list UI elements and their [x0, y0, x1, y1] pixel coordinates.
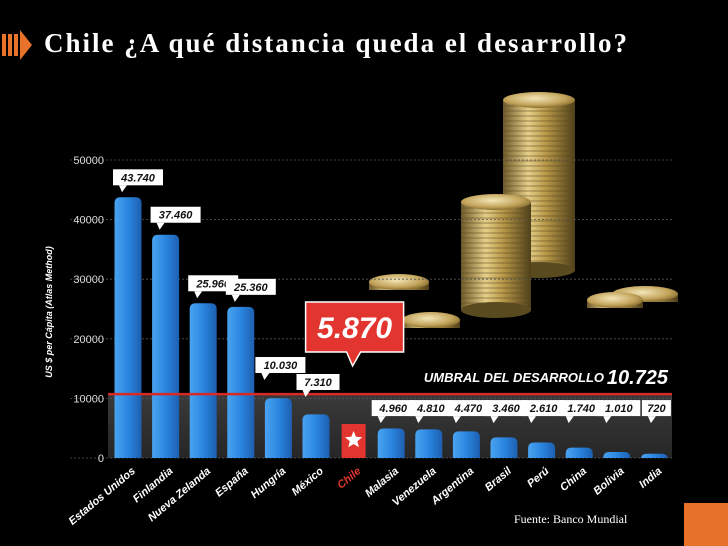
value-label-pointer — [231, 294, 240, 302]
value-label-box — [409, 400, 453, 417]
value-label: 25.960 — [195, 278, 231, 290]
value-label-pointer — [119, 185, 127, 193]
bar — [415, 429, 443, 458]
coin-stacks-illustration — [369, 92, 678, 328]
value-label-chile: 5.870 — [317, 312, 392, 345]
bars — [114, 197, 668, 460]
value-label: 43.740 — [120, 172, 156, 184]
bar — [377, 428, 405, 458]
y-tick-label: 20000 — [73, 334, 104, 346]
category-label: Hungría — [249, 465, 289, 501]
category-label: México — [290, 465, 326, 498]
value-label: 7.310 — [304, 377, 332, 389]
bar — [490, 437, 518, 458]
category-label: Estados Unidos — [67, 465, 138, 528]
category-label: Perú — [525, 465, 552, 490]
value-label-pointer — [156, 222, 165, 230]
bar — [603, 451, 631, 458]
bar — [114, 197, 142, 458]
value-label-box — [446, 400, 490, 417]
coin-flat-2 — [402, 312, 460, 328]
value-label: 1.740 — [567, 403, 595, 415]
value-label-box — [296, 374, 340, 390]
value-label: 1.010 — [605, 403, 633, 415]
source-note: Fuente: Banco Mundial — [514, 512, 628, 526]
star-icon — [345, 431, 363, 448]
value-label-box — [559, 400, 603, 417]
threshold-label: UMBRAL DEL DESARROLLO — [424, 370, 604, 385]
value-label-box — [522, 400, 566, 417]
value-label: 25.360 — [233, 282, 269, 294]
bar — [189, 303, 217, 458]
bar — [452, 431, 480, 458]
y-tick-label: 0 — [98, 453, 104, 465]
value-label: 37.460 — [159, 210, 194, 222]
value-label: 4.960 — [378, 403, 407, 415]
value-label-box — [255, 357, 306, 373]
value-label-pointer — [647, 416, 656, 424]
bar — [565, 447, 593, 458]
category-label: Brasil — [483, 465, 515, 494]
bar — [640, 453, 668, 460]
bar — [528, 442, 556, 458]
value-label: 3.460 — [492, 403, 520, 415]
category-label: India — [637, 465, 664, 491]
slide-bullet-icon — [2, 30, 32, 60]
y-tick-label: 50000 — [73, 155, 104, 167]
bar — [302, 414, 330, 458]
value-label-box — [150, 206, 201, 223]
value-label-pointer — [377, 416, 386, 424]
value-label-pointer — [565, 416, 574, 424]
coin-flat-1 — [369, 274, 429, 290]
threshold-value: 10.725 — [607, 367, 669, 389]
value-label: 10.030 — [264, 360, 299, 372]
value-label-pointer — [194, 291, 203, 299]
bar — [227, 306, 255, 458]
coin-stack-tall — [503, 92, 575, 278]
value-label-pointer — [452, 416, 461, 424]
value-label-pointer — [302, 390, 311, 397]
coin-stack-mid — [461, 194, 531, 318]
value-label: 4.470 — [454, 403, 483, 415]
category-label: España — [213, 465, 251, 499]
value-label-box — [371, 400, 415, 417]
bar — [264, 398, 292, 458]
value-label: 2.610 — [529, 403, 558, 415]
value-label-box — [597, 400, 641, 417]
value-label-box — [641, 400, 671, 417]
value-label-pointer — [603, 416, 612, 424]
y-axis-label: US $ per Cápita (Atlas Method) — [44, 246, 54, 378]
y-axis-ticks: 0 10000 20000 30000 40000 50000 — [73, 155, 104, 465]
value-label: 720 — [647, 403, 666, 415]
value-label-pointer — [261, 373, 270, 380]
value-label-box — [484, 400, 528, 417]
value-label-pointer — [490, 416, 499, 424]
value-callouts: 43.740 37.460 25.960 25.360 10.030 7.310 5.870… — [113, 169, 671, 424]
bar — [152, 234, 180, 458]
callout-chile — [304, 301, 405, 368]
value-label-box — [113, 169, 163, 186]
category-label: Bolivia — [591, 465, 626, 497]
value-label-pointer — [415, 416, 424, 424]
coin-flat-4 — [587, 292, 643, 308]
value-label: 4.810 — [416, 403, 445, 415]
y-tick-label: 30000 — [73, 274, 104, 286]
value-label-pointer — [528, 416, 537, 424]
value-label-box — [188, 275, 239, 292]
y-tick-label: 10000 — [73, 393, 104, 405]
corner-accent — [684, 503, 728, 546]
category-label: China — [558, 465, 589, 494]
category-label: Chile — [335, 465, 363, 491]
y-tick-label: 40000 — [73, 215, 104, 227]
page-title: Chile ¿A qué distancia queda el desarrol… — [44, 28, 630, 58]
title-bar: Chile ¿A qué distancia queda el desarrol… — [0, 22, 728, 74]
value-label-box — [225, 278, 276, 295]
